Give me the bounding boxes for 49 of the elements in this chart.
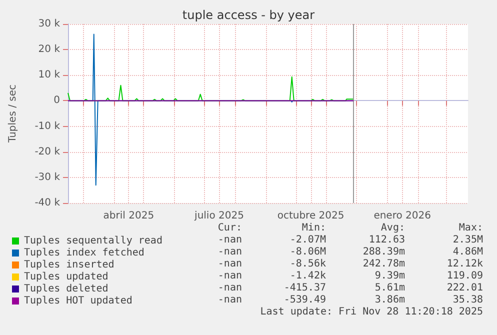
text: 222.01: [446, 282, 483, 294]
y-tick-label: -20 k: [34, 146, 60, 158]
text: -nan: [218, 294, 242, 306]
text: 288.39m: [362, 246, 405, 258]
legend-label: Tuples deleted: [24, 284, 108, 294]
text: 112.63: [368, 234, 405, 246]
legend-label: Tuples sequentally read: [24, 236, 162, 246]
y-tick-label: 20 k: [38, 44, 60, 56]
text: -8.06M: [290, 246, 326, 258]
text: 9.39m: [374, 270, 405, 282]
y-axis-title: Tuples / sec: [8, 84, 18, 144]
y-tick-label: -30 k: [34, 172, 60, 183]
x-tick-label: abril 2025: [103, 210, 154, 222]
y-tick-label: 0: [54, 95, 60, 106]
text: -nan: [218, 282, 242, 294]
y-tick-label: 10 k: [38, 70, 60, 81]
text: -2.07M: [290, 234, 326, 246]
text: -nan: [218, 234, 242, 246]
text: -nan: [218, 270, 242, 282]
text: 4.86M: [452, 246, 483, 258]
text: Min:: [302, 222, 326, 234]
legend-label: Tuples index fetched: [24, 248, 144, 258]
text: -8.56k: [290, 258, 326, 270]
x-tick-label: julio 2025: [194, 210, 244, 222]
text: Max:: [458, 222, 483, 234]
text: 12.12k: [446, 258, 483, 270]
text: Cur:: [218, 222, 242, 234]
text: 2.35M: [452, 234, 483, 246]
y-tick-label: 30 k: [38, 18, 60, 30]
text: 5.61m: [374, 282, 405, 294]
text: -1.42k: [290, 270, 326, 282]
text: -415.37: [284, 282, 326, 294]
text: Last update: Fri Nov 28 11:20:18 2025: [260, 306, 483, 318]
text: 35.38: [452, 294, 483, 306]
text: -539.49: [284, 294, 326, 306]
text: -nan: [218, 246, 242, 258]
chart-title: tuple access - by year: [182, 8, 315, 22]
y-tick-label: -10 k: [34, 120, 60, 132]
text: 119.09: [446, 270, 483, 282]
legend-label: Tuples HOT updated: [24, 296, 132, 306]
y-tick-label: -40 k: [34, 198, 60, 208]
text: -nan: [218, 258, 242, 270]
legend-label: Tuples inserted: [24, 260, 114, 270]
legend-label: Tuples updated: [24, 272, 108, 282]
x-tick-label: enero 2026: [374, 210, 431, 222]
x-tick-label: octubre 2025: [277, 210, 344, 222]
text: Avg:: [380, 222, 405, 234]
text: 242.78m: [362, 258, 405, 270]
text: 3.86m: [374, 294, 405, 306]
